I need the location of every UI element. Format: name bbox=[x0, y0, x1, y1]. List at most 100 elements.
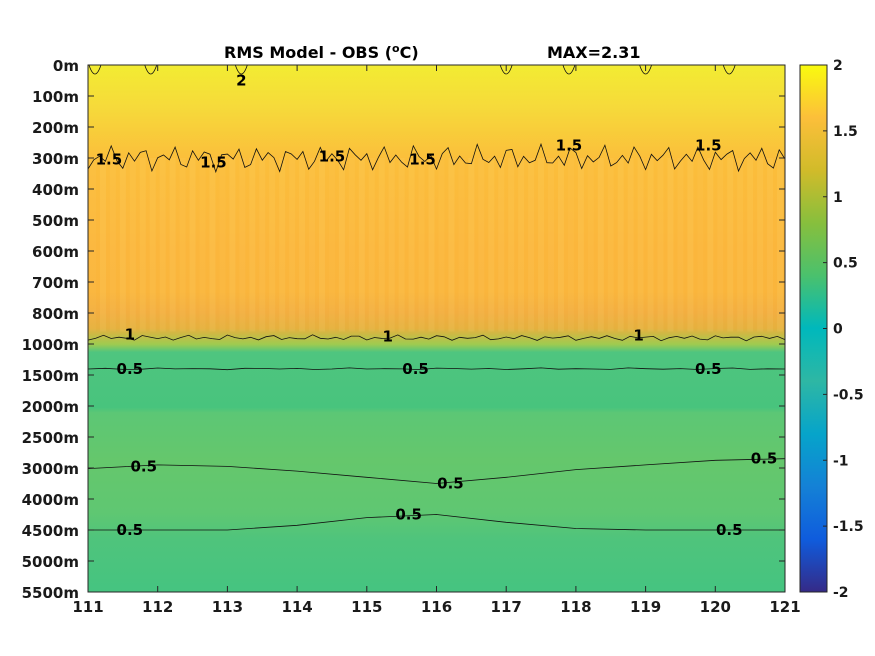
colorbar-tick-label: 2 bbox=[833, 58, 843, 74]
contour-label: 0.5 bbox=[130, 457, 157, 475]
field-stripe bbox=[89, 158, 96, 332]
x-tick-label: 115 bbox=[351, 598, 382, 616]
contour-label: 0.5 bbox=[437, 475, 464, 493]
field-stripe bbox=[99, 158, 106, 332]
field-stripe bbox=[468, 158, 475, 332]
field-stripe bbox=[358, 158, 365, 332]
field-stripe bbox=[209, 158, 216, 332]
y-tick-label: 1500m bbox=[22, 367, 79, 385]
field-stripe bbox=[129, 158, 136, 332]
colorbar-tick-label: 0 bbox=[833, 322, 843, 338]
field-stripe bbox=[418, 158, 425, 332]
contour-label: 0.5 bbox=[716, 521, 743, 539]
field-stripe bbox=[239, 158, 246, 332]
field-stripe bbox=[199, 158, 206, 332]
field-stripe bbox=[687, 158, 694, 332]
field-stripe bbox=[119, 158, 126, 332]
plot-area: 1.5 1.5 1.5 1.5 1.5 1.5 1 1 1 0.5 0.5 0.5 0.5 0.5 0.5 0… bbox=[87, 64, 786, 593]
field-stripe bbox=[727, 158, 734, 332]
contour-line bbox=[87, 367, 786, 371]
y-tick-label: 100m bbox=[32, 88, 79, 106]
field-stripe bbox=[508, 158, 515, 332]
field-stripe bbox=[528, 158, 535, 332]
field-stripe bbox=[328, 158, 335, 332]
field-stripe bbox=[289, 158, 296, 332]
field-stripe bbox=[587, 158, 594, 332]
contour-label: 1.5 bbox=[695, 137, 722, 155]
x-tick-label: 121 bbox=[769, 598, 800, 616]
field-stripe bbox=[109, 158, 116, 332]
contour-label: 1 bbox=[125, 326, 135, 344]
y-tick-label: 3000m bbox=[22, 460, 79, 478]
colorbar-tick-label: -0.5 bbox=[833, 387, 864, 403]
y-tick-label: 4000m bbox=[22, 491, 79, 509]
x-tick-label: 111 bbox=[72, 598, 103, 616]
contour-label: 0.5 bbox=[117, 360, 144, 378]
field-stripe bbox=[637, 158, 644, 332]
contour-label: 1.5 bbox=[319, 147, 346, 165]
contour-line bbox=[88, 64, 102, 75]
field-stripe bbox=[229, 158, 236, 332]
x-tick-label: 112 bbox=[142, 598, 173, 616]
field-stripe bbox=[617, 158, 624, 332]
field-stripe bbox=[179, 158, 186, 332]
title-unit-superscript: o bbox=[392, 42, 400, 55]
x-tick-label: 118 bbox=[560, 598, 591, 616]
contour-label: 1.5 bbox=[556, 137, 583, 155]
field-stripe bbox=[408, 158, 415, 332]
colorbar-tick-label: 0.5 bbox=[833, 256, 858, 272]
contour-label: 1 bbox=[633, 326, 643, 344]
x-tick-label: 116 bbox=[421, 598, 452, 616]
contour-label: 1.5 bbox=[200, 154, 227, 172]
contour-label: 1 bbox=[382, 327, 392, 345]
field-stripe bbox=[488, 158, 495, 332]
field-stripe bbox=[657, 158, 664, 332]
colorbar-tick-label: 1.5 bbox=[833, 124, 858, 140]
contour-line bbox=[87, 334, 786, 342]
y-tick-label: 200m bbox=[32, 119, 79, 137]
field-stripe bbox=[139, 158, 146, 332]
field-stripe bbox=[249, 158, 256, 332]
y-tick-label: 5000m bbox=[22, 553, 79, 571]
contour-label: 0.5 bbox=[402, 360, 429, 378]
contour-line bbox=[639, 64, 652, 75]
contour-line bbox=[88, 514, 785, 531]
field-background bbox=[88, 65, 785, 592]
contour-label: 1.5 bbox=[409, 151, 436, 169]
x-tick-label: 114 bbox=[281, 598, 312, 616]
chart-title: RMS Model - OBS (oC) bbox=[224, 42, 419, 62]
y-tick-label: 4500m bbox=[22, 522, 79, 540]
x-tick-label: 120 bbox=[700, 598, 731, 616]
field-stripe bbox=[607, 158, 614, 332]
contour-label: 0.5 bbox=[751, 450, 778, 468]
field-stripe bbox=[428, 158, 435, 332]
colorbar: 2 1.5 1 0.5 0 -0.5 -1 -1.5 -2 bbox=[799, 58, 864, 601]
contour-label: 1.5 bbox=[96, 151, 123, 169]
field-stripe bbox=[159, 158, 166, 332]
field-stripe bbox=[478, 158, 485, 332]
y-tick-label: 0m bbox=[53, 57, 79, 75]
field-stripe bbox=[677, 158, 684, 332]
contour-labels: 1.5 1.5 1.5 1.5 1.5 1.5 1 1 1 0.5 0.5 0.5 0.5 0.5 0.5 0… bbox=[96, 72, 778, 540]
contour-label: 0.5 bbox=[117, 521, 144, 539]
field-stripe bbox=[269, 158, 276, 332]
field-stripe bbox=[747, 158, 754, 332]
y-axis: 0m 100m 200m 300m 400m 500m 600m 700m 800m 1000m 1… bbox=[22, 57, 785, 602]
field-stripe bbox=[777, 158, 784, 332]
field-stripe bbox=[378, 158, 385, 332]
max-label: MAX=2.31 bbox=[547, 43, 641, 62]
y-tick-label: 700m bbox=[32, 274, 79, 292]
colorbar-tick-label: -1 bbox=[833, 453, 849, 469]
contour-label: 2 bbox=[236, 72, 246, 90]
contour-lines bbox=[87, 64, 786, 531]
contour-label: 0.5 bbox=[395, 506, 422, 524]
y-tick-label: 500m bbox=[32, 212, 79, 230]
field-stripe bbox=[757, 158, 764, 332]
contour-label: 0.5 bbox=[695, 360, 722, 378]
field-stripe bbox=[189, 158, 196, 332]
field-stripe bbox=[219, 158, 226, 332]
y-tick-label: 300m bbox=[32, 150, 79, 168]
x-tick-label: 113 bbox=[212, 598, 243, 616]
field-stripe bbox=[767, 158, 774, 332]
